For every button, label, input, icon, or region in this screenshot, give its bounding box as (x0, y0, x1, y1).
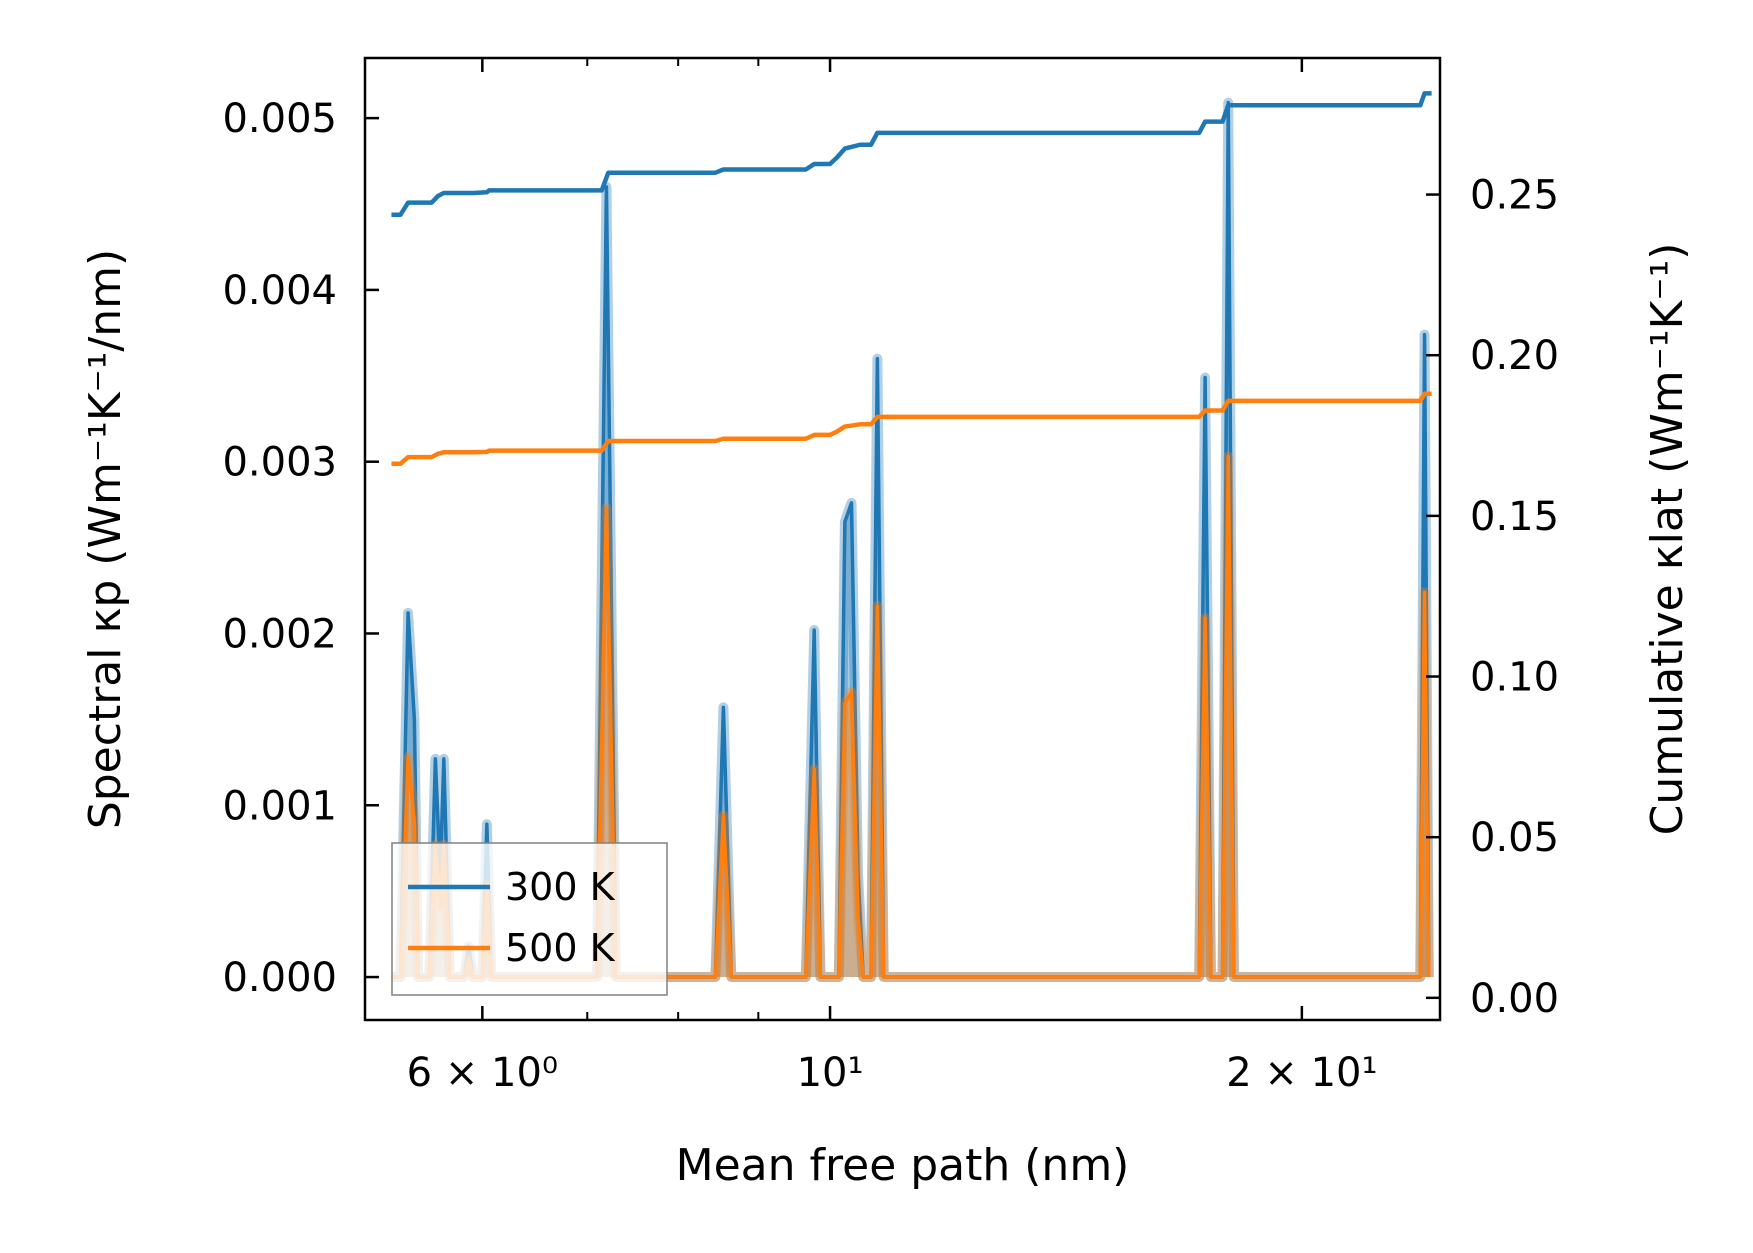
y-left-tick-label: 0.002 (222, 611, 337, 657)
y-left-tick-label: 0.001 (222, 783, 337, 829)
y-axis-left-label: Spectral κp (Wm⁻¹K⁻¹/nm) (80, 249, 131, 829)
y-left-tick-label: 0.005 (222, 96, 337, 142)
axes-frame (363, 56, 1442, 1022)
y-left-tick-label: 0.000 (222, 955, 337, 1001)
y-right-tick-label: 0.05 (1470, 815, 1559, 861)
y-right-tick-label: 0.25 (1470, 173, 1559, 219)
x-tick-label: 2 × 10¹ (1226, 1050, 1377, 1096)
x-axis-label: Mean free path (nm) (676, 1140, 1130, 1191)
y-right-tick-label: 0.15 (1470, 494, 1559, 540)
y-axis-right-label: Cumulative κlat (Wm⁻¹K⁻¹) (1642, 243, 1693, 836)
y-right-tick-label: 0.20 (1470, 333, 1559, 379)
legend-label-300k: 300 K (505, 865, 616, 909)
x-tick-label: 6 × 10⁰ (407, 1050, 558, 1096)
y-right-tick-label: 0.00 (1470, 976, 1559, 1022)
x-tick-label: 10¹ (797, 1050, 864, 1096)
legend: 300 K 500 K (391, 842, 668, 996)
cumulative-line-500k (391, 391, 1432, 467)
tick-marks (365, 58, 1440, 1020)
legend-box (391, 842, 668, 996)
y-left-tick-label: 0.003 (222, 440, 337, 486)
y-left-tick-label: 0.004 (222, 268, 337, 314)
y-right-tick-label: 0.10 (1470, 655, 1559, 701)
legend-label-500k: 500 K (505, 926, 616, 970)
cumulative-line-300k (391, 91, 1432, 218)
tick-labels: 6 × 10⁰ 10¹ 2 × 10¹ 0.000 0.001 0.002 0.003 0.0… (222, 96, 1559, 1096)
